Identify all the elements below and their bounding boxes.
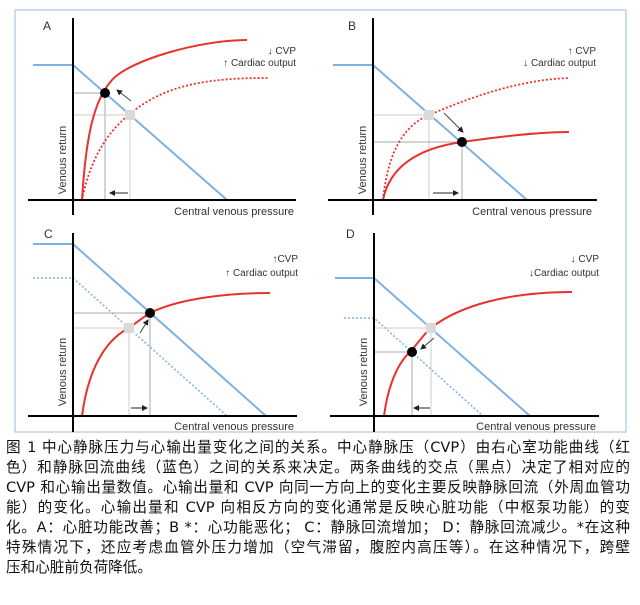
y-axis-label: Venous return xyxy=(57,126,69,195)
caption-line: 色）和静脉回流曲线（蓝色）之间的关系来决定。两条曲线的交点（黑点）决定了相对应的 xyxy=(6,459,630,476)
panel-b: B ↑ CVP ↓ Cardiac output Central venous … xyxy=(328,18,597,218)
change-label: ↑CVP xyxy=(272,254,298,265)
caption-line: 能）的变化。心输出量和 CVP 向相反方向的变化通常是反映心脏功能（中枢泵功能）… xyxy=(6,499,630,516)
shift-arrow xyxy=(116,89,132,102)
panel-label: A xyxy=(43,19,51,33)
panel-label: B xyxy=(348,19,356,33)
change-label: ↓ CVP xyxy=(571,254,600,265)
change-label: ↑ Cardiac output xyxy=(225,268,298,279)
previous-point xyxy=(424,110,434,120)
caption-line: CVP 和心输出量数值。心输出量和 CVP 向同一方向上的变化主要反映静脉回流（… xyxy=(6,479,630,496)
caption-line: 特殊情况下，还应考虑血管外压力增加（空气滞留，腹腔内高压等）。在这种情况下，跨壁 xyxy=(6,539,630,556)
change-label: ↓ Cardiac output xyxy=(523,58,596,69)
x-axis-label: Central venous pressure xyxy=(472,206,592,218)
cardiac-function-curve xyxy=(81,292,271,417)
y-axis-label: Venous return xyxy=(358,338,370,407)
figure-frame xyxy=(14,9,627,433)
figure-1: A ↓ CVP ↑ Cardiac output Central venous … xyxy=(14,9,627,433)
change-label: ↑ Cardiac output xyxy=(223,58,296,69)
cardiac-function-curve-previous xyxy=(81,77,269,201)
change-label: ↑ CVP xyxy=(568,46,597,57)
x-axis-label: Central venous pressure xyxy=(476,421,596,433)
intersection-point xyxy=(145,308,155,318)
intersection-point xyxy=(407,347,417,357)
caption-line: 压和心脏前负荷降低。 xyxy=(6,559,152,576)
cardiac-function-curve xyxy=(81,39,248,201)
intersection-point xyxy=(100,88,110,98)
figure-caption: 图 1 中心静脉压力与心输出量变化之间的关系。中心静脉压（CVP）由右心室功能曲… xyxy=(6,438,630,578)
cardiac-function-curve-previous xyxy=(382,77,570,201)
shift-arrow xyxy=(443,112,464,133)
y-axis-label: Venous return xyxy=(57,338,69,407)
intersection-point xyxy=(457,137,467,147)
panel-label: D xyxy=(346,227,355,241)
previous-point xyxy=(125,110,135,120)
previous-point xyxy=(124,323,134,333)
panel-a: A ↓ CVP ↑ Cardiac output Central venous … xyxy=(28,18,296,218)
shift-arrow xyxy=(139,319,149,334)
x-axis-label: Central venous pressure xyxy=(174,206,294,218)
previous-point xyxy=(426,323,436,333)
caption-line: 图 1 中心静脉压力与心输出量变化之间的关系。中心静脉压（CVP）由右心室功能曲… xyxy=(6,439,630,456)
caption-line: 化。A：心脏功能改善；B *：心功能恶化； C：静脉回流增加； D：静脉回流减少… xyxy=(6,519,630,536)
change-label: ↓ CVP xyxy=(268,46,297,57)
panel-label: C xyxy=(44,227,53,241)
shift-arrow xyxy=(420,337,435,350)
change-label: ↓Cardiac output xyxy=(529,268,599,279)
panel-c: C ↑CVP ↑ Cardiac output Central venous p… xyxy=(28,227,298,433)
panel-d: D ↓ CVP ↓Cardiac output Central venous p… xyxy=(330,227,599,433)
y-axis-label: Venous return xyxy=(357,126,369,195)
x-axis-label: Central venous pressure xyxy=(174,421,294,433)
